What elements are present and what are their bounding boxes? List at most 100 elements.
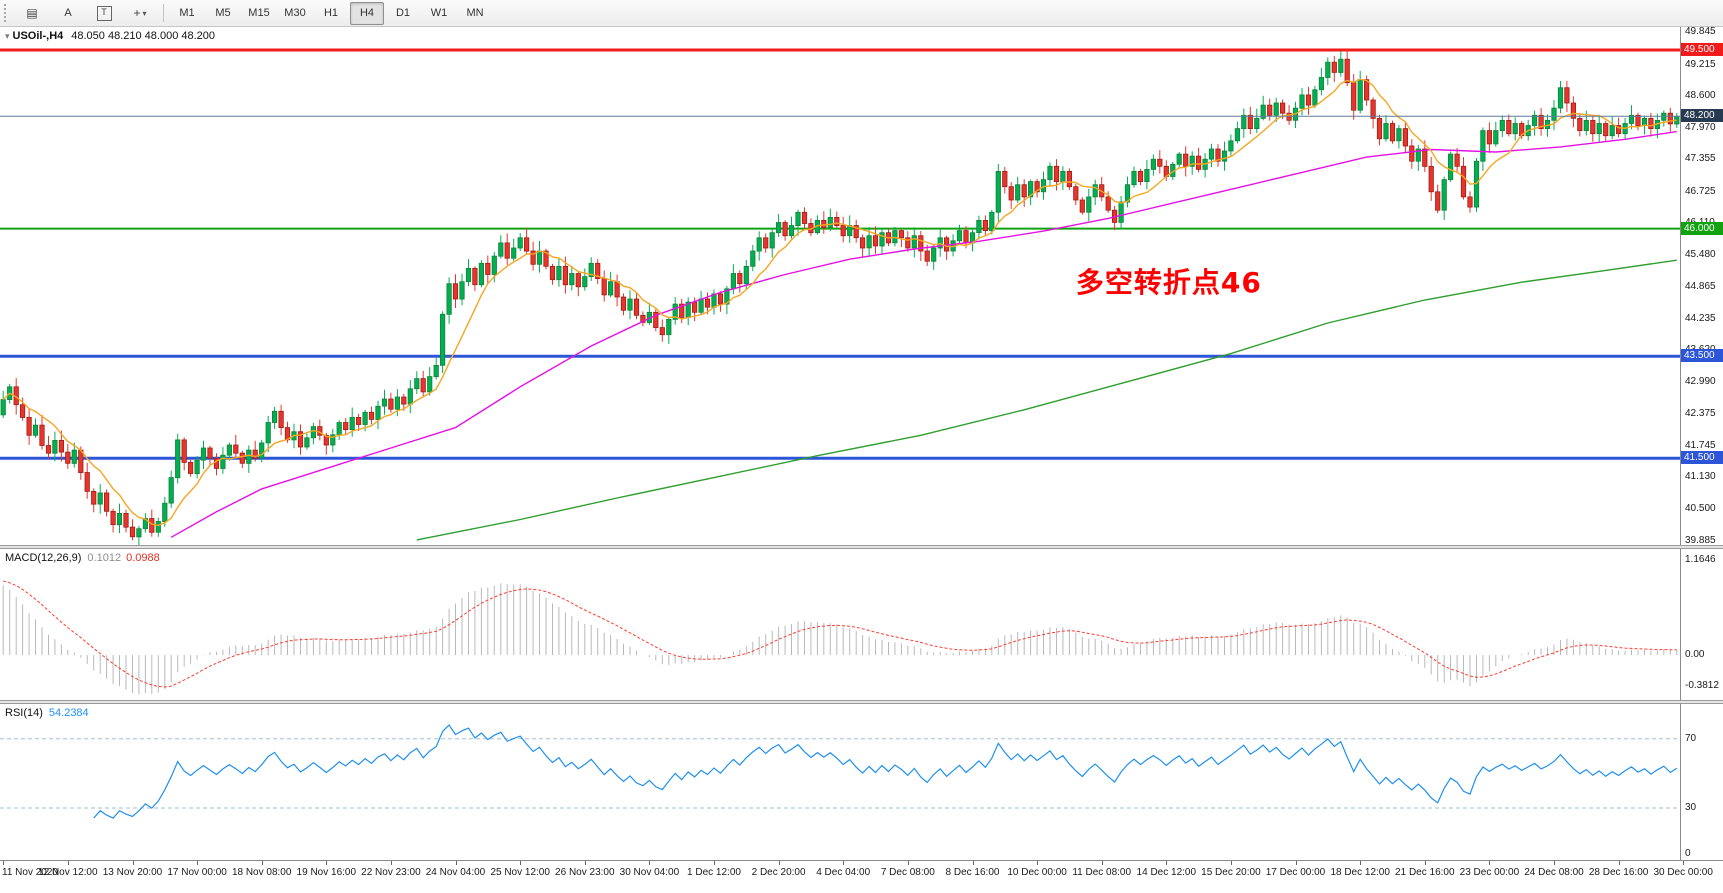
time-axis-label: 13 Nov 20:00	[102, 867, 163, 878]
time-axis-label: 24 Nov 04:00	[425, 867, 486, 878]
macd-main-value: 0.1012	[87, 552, 122, 564]
chevron-down-icon: ▾	[142, 8, 147, 18]
time-tick-mark	[1166, 861, 1168, 865]
time-axis-label: 24 Dec 08:00	[1524, 867, 1584, 878]
timeframe-button-h1[interactable]: H1	[323, 7, 339, 19]
time-axis-label: 11 Nov 2020	[2, 867, 58, 878]
time-axis-label: 18 Nov 08:00	[231, 867, 292, 878]
macd-tick-label: -0.3812	[1685, 680, 1719, 692]
time-axis-label: 22 Nov 23:00	[361, 867, 421, 878]
time-axis-label: 30 Nov 04:00	[619, 867, 680, 878]
price-tick-label: 45.480	[1685, 249, 1716, 261]
time-tick-mark	[584, 861, 586, 865]
timeframe-buttons: M1 M5 M15 M30 H1 H4 D1 W1 MN	[169, 1, 493, 25]
time-tick-mark	[390, 861, 392, 865]
text-box-button[interactable]: T	[87, 2, 121, 25]
text-box-icon: T	[96, 5, 112, 21]
rsi-axis[interactable]: 70 30 0	[1680, 704, 1723, 860]
main-chart-panel: ▾ USOil-,H4 48.050 48.210 48.000 48.200 多空…	[0, 26, 1723, 546]
chart-list-button[interactable]: ▤	[15, 2, 49, 25]
macd-tick-label: 0.00	[1685, 649, 1705, 661]
macd-label: MACD(12,26,9)	[5, 552, 82, 564]
main-chart-plot[interactable]	[0, 27, 1680, 545]
symbol-period-label: USOil-,H4	[12, 30, 64, 42]
time-axis[interactable]: 11 Nov 2020 12 Nov 12:00 13 Nov 20:00 17 No…	[0, 860, 1723, 893]
panel-splitter[interactable]	[0, 700, 1723, 704]
time-axis-label: 30 Dec 00:00	[1653, 867, 1713, 878]
macd-panel: MACD(12,26,9) 0.1012 0.0988 1.1646 0.00 -0.3…	[0, 549, 1723, 700]
price-tick-label: 39.885	[1685, 534, 1716, 546]
timeframe-button-m5[interactable]: M5	[215, 7, 231, 19]
price-tick-label: 46.725	[1685, 185, 1716, 197]
time-tick-mark	[132, 861, 134, 865]
price-line-badge: 41.500	[1681, 451, 1723, 465]
toolbar-separator	[163, 4, 164, 22]
macd-plot[interactable]	[0, 549, 1680, 700]
price-tick-label: 48.600	[1685, 89, 1716, 101]
time-tick-mark	[1230, 861, 1232, 865]
time-axis-label: 12 Nov 12:00	[38, 867, 98, 878]
time-axis-label: 2 Dec 20:00	[751, 867, 806, 878]
quick-trade-arrow-icon[interactable]: ▾	[5, 31, 10, 41]
time-axis-label: 18 Dec 12:00	[1330, 867, 1390, 878]
time-axis-label: 8 Dec 16:00	[945, 867, 1000, 878]
time-axis-label: 23 Dec 00:00	[1459, 867, 1520, 878]
macd-axis[interactable]: 1.1646 0.00 -0.3812	[1680, 549, 1723, 700]
time-tick-mark	[1554, 861, 1555, 865]
rsi-panel: RSI(14) 54.2384 70 30 0	[0, 704, 1723, 860]
time-axis-label: 17 Dec 00:00	[1265, 867, 1326, 878]
timeframe-button-m15[interactable]: M15	[248, 7, 270, 19]
time-tick-mark	[455, 861, 457, 865]
time-axis-label: 26 Nov 23:00	[555, 867, 615, 878]
time-tick-mark	[714, 861, 715, 865]
price-line-badge: 48.200	[1681, 109, 1723, 123]
time-tick-mark	[261, 861, 263, 865]
chart-list-icon: ▤	[26, 6, 38, 20]
time-tick-mark	[326, 861, 328, 865]
price-line-badge: 49.500	[1681, 42, 1723, 56]
timeframe-button-m1[interactable]: M1	[179, 7, 195, 19]
panel-splitter[interactable]	[0, 545, 1723, 549]
toolbar-drag-handle[interactable]	[4, 4, 10, 22]
timeframe-button-h4[interactable]: H4	[350, 1, 384, 25]
price-line-badge: 43.500	[1681, 349, 1723, 363]
time-tick-mark	[1424, 861, 1426, 865]
cursor-tool-dropdown[interactable]: + ▾	[123, 2, 157, 25]
time-axis-label: 4 Dec 04:00	[816, 867, 871, 878]
price-tick-label: 47.355	[1685, 153, 1716, 165]
letter-a-icon: A	[64, 7, 72, 19]
toolbar: ▤ A T + ▾ M1 M5 M15 M30 H1 H4 D1 W1 MN	[0, 0, 1723, 27]
price-tick-label: 41.745	[1685, 439, 1716, 451]
chart-annotation-text: 多空转折点46	[1075, 265, 1262, 299]
time-tick-mark	[520, 861, 522, 865]
timeframe-button-w1[interactable]: W1	[430, 7, 448, 19]
rsi-title: RSI(14) 54.2384	[5, 707, 89, 719]
rsi-tick-label: 0	[1685, 848, 1691, 859]
price-line-badge: 46.000	[1681, 221, 1723, 235]
timeframe-button-m30[interactable]: M30	[284, 7, 306, 19]
time-tick-mark	[843, 861, 845, 865]
time-tick-mark	[1618, 861, 1620, 865]
time-tick-mark	[67, 861, 69, 865]
main-price-axis[interactable]: 49.84549.21548.60047.97047.35546.72546.1…	[1680, 26, 1723, 546]
chart-title: ▾ USOil-,H4 48.050 48.210 48.000 48.200	[5, 30, 215, 42]
time-tick-mark	[972, 861, 974, 865]
rsi-plot[interactable]	[0, 704, 1680, 860]
time-tick-mark	[778, 861, 780, 865]
time-axis-label: 7 Dec 08:00	[880, 867, 935, 878]
time-axis-label: 21 Dec 16:00	[1395, 867, 1455, 878]
time-axis-label: 19 Nov 16:00	[296, 867, 357, 878]
timeframe-button-d1[interactable]: D1	[395, 7, 411, 19]
macd-title: MACD(12,26,9) 0.1012 0.0988	[5, 552, 160, 564]
timeframe-button-mn[interactable]: MN	[466, 7, 484, 19]
price-tick-label: 49.845	[1685, 26, 1716, 38]
price-tick-label: 47.970	[1685, 122, 1716, 134]
time-tick-mark	[1037, 861, 1039, 865]
time-axis-label: 15 Dec 20:00	[1201, 867, 1261, 878]
rsi-tick-label: 30	[1685, 802, 1697, 813]
text-label-button[interactable]: A	[51, 2, 85, 25]
time-tick-mark	[3, 861, 5, 865]
time-tick-mark	[1360, 861, 1362, 865]
time-axis-label: 14 Dec 12:00	[1136, 867, 1197, 878]
